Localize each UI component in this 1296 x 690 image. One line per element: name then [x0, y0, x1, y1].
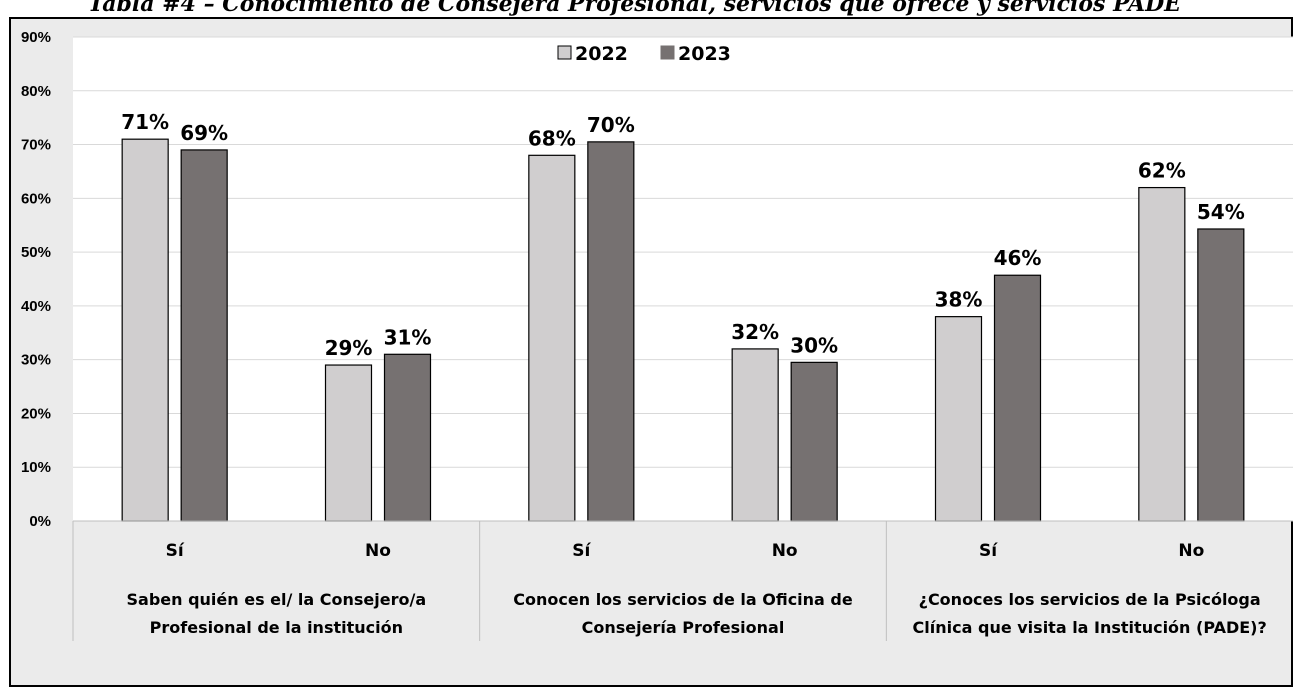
x-tick-label: Sí — [979, 541, 998, 561]
y-axis: 0% 10% 20% 30% 40% 50% 60% 70% 80% 90% — [21, 29, 51, 530]
y-tick-label: 40% — [21, 298, 51, 315]
legend-swatch-2022 — [557, 45, 572, 60]
data-label: 31% — [384, 325, 432, 349]
legend-label: 2022 — [575, 43, 628, 65]
y-tick-label: 50% — [21, 244, 51, 261]
bar-2022 — [528, 154, 576, 522]
group-label: Saben quién es el/ la Consejero/a — [127, 590, 427, 609]
x-tick-label: No — [365, 541, 391, 561]
y-tick-label: 0% — [29, 513, 51, 530]
legend: 2022 2023 — [557, 43, 731, 65]
bar-2022 — [121, 138, 169, 522]
data-label: 29% — [325, 336, 373, 360]
bar-2023 — [790, 361, 838, 522]
bar-2022 — [324, 364, 373, 522]
data-label: 71% — [121, 110, 169, 134]
y-tick-label: 80% — [21, 83, 51, 100]
x-tick-label: No — [772, 541, 798, 561]
data-label: 32% — [731, 320, 779, 344]
bar-2023 — [383, 353, 432, 522]
chart-caption: Tabla #4 – Conocimiento de Consejera Pro… — [88, 0, 1181, 17]
bars — [121, 138, 1245, 522]
data-label: 30% — [790, 333, 838, 357]
bar-2023 — [587, 141, 635, 522]
bar-2022 — [1138, 186, 1186, 522]
group-label: Clínica que visita la Institución (PADE)… — [913, 618, 1267, 637]
data-label: 38% — [935, 288, 983, 312]
x-axis: Sí No Sí No Sí No Saben quién es el/ la Consej… — [72, 520, 1293, 641]
x-tick-label: Sí — [166, 541, 185, 561]
bar-2023 — [180, 149, 228, 522]
bar-2022 — [934, 316, 983, 522]
y-tick-label: 30% — [21, 352, 51, 369]
group-label: Consejería Profesional — [582, 618, 785, 637]
group-label: Conocen los servicios de la Oficina de — [513, 590, 853, 609]
bar-2022 — [731, 348, 779, 522]
y-tick-label: 70% — [21, 137, 51, 154]
bar-2023 — [1197, 228, 1245, 522]
data-label: 69% — [180, 121, 228, 145]
data-label: 68% — [528, 126, 576, 150]
plot-area — [73, 37, 1293, 521]
x-tick-label: No — [1178, 541, 1204, 561]
y-tick-label: 20% — [21, 405, 51, 422]
data-label: 46% — [994, 246, 1042, 270]
data-label: 54% — [1197, 200, 1245, 224]
legend-swatch-2023 — [660, 45, 675, 60]
data-label: 70% — [587, 113, 635, 137]
y-tick-label: 10% — [21, 459, 51, 476]
bar-2023 — [993, 274, 1042, 522]
group-label: Profesional de la institución — [150, 618, 403, 637]
data-label: 62% — [1138, 159, 1186, 183]
x-tick-label: Sí — [572, 541, 591, 561]
y-tick-label: 60% — [21, 190, 51, 207]
group-label: ¿Conoces los servicios de la Psicóloga — [919, 590, 1261, 609]
data-labels: 71% 69% 29% 31% 68% 70% 32% 30% 38% 46% 62% 54% — [121, 110, 1245, 360]
legend-label: 2023 — [678, 43, 731, 65]
y-tick-label: 90% — [21, 29, 51, 46]
gridlines — [73, 36, 1293, 468]
